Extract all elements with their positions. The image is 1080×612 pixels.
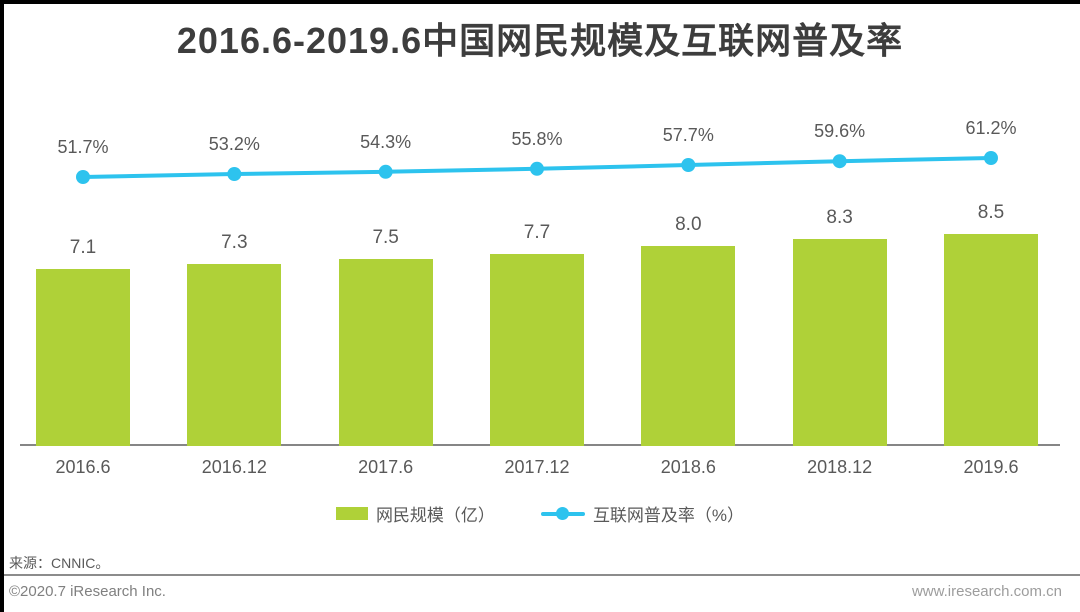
legend-item-bar: 网民规模（亿） — [335, 501, 495, 526]
chart-title: 2016.6-2019.6中国网民规模及互联网普及率 — [176, 20, 904, 61]
bar-legend-label: 网民规模（亿） — [375, 506, 495, 525]
x-axis-label: 2017.6 — [358, 457, 414, 477]
x-axis-label: 2017.12 — [504, 457, 570, 477]
bar-2017.12 — [489, 253, 584, 446]
line-point — [529, 161, 544, 176]
bar-2016.12 — [187, 263, 282, 446]
footer-website: www.iresearch.com.cn — [911, 583, 1062, 600]
left-border — [0, 0, 4, 612]
line-value-label: 57.7% — [662, 125, 714, 145]
source-note: 来源：CNNIC。 — [9, 555, 110, 571]
line-point — [227, 167, 242, 181]
legend: 网民规模（亿） 互联网普及率（%） — [0, 501, 1080, 526]
line-point — [832, 154, 847, 169]
line-value-label: 59.6% — [814, 121, 866, 142]
line-value-label: 53.2% — [208, 134, 260, 154]
line-legend-label: 互联网普及率（%） — [592, 506, 745, 525]
line-point — [681, 158, 696, 172]
bar-value-label: 8.3 — [826, 206, 853, 228]
bar-value-label: 7.5 — [372, 226, 399, 248]
bar-2016.6 — [36, 268, 130, 446]
bar-value-label: 7.7 — [523, 221, 551, 243]
bar-2018.12 — [792, 238, 887, 446]
footer-copyright: ©2020.7 iResearch Inc. — [9, 583, 166, 600]
x-axis-label: 2016.6 — [55, 457, 111, 477]
top-border — [0, 0, 1080, 4]
line-point — [76, 170, 90, 184]
bar-2019.6 — [943, 233, 1038, 446]
line-legend-dot-icon — [556, 507, 570, 520]
legend-item-line: 互联网普及率（%） — [540, 501, 745, 526]
x-axis-label: 2018.6 — [660, 457, 716, 477]
line-point — [378, 164, 393, 179]
footer-divider — [0, 574, 1080, 576]
line-value-label: 61.2% — [965, 118, 1017, 138]
bar-value-label: 7.1 — [69, 236, 97, 258]
bar-value-label: 7.3 — [221, 231, 248, 253]
bar-legend-swatch — [335, 507, 368, 520]
line-value-label: 51.7% — [57, 137, 109, 157]
line-value-label: 55.8% — [511, 128, 563, 149]
bar-2017.6 — [338, 258, 433, 446]
bar-value-label: 8.0 — [675, 214, 702, 235]
line-value-label: 54.3% — [360, 131, 412, 152]
x-axis-label: 2019.6 — [963, 457, 1019, 477]
bar-value-label: 8.5 — [977, 201, 1005, 223]
line-point — [983, 151, 998, 165]
line-legend-marker — [540, 507, 585, 520]
x-axis-label: 2018.12 — [807, 457, 873, 477]
x-axis-label: 2016.12 — [201, 457, 267, 477]
bar-2018.6 — [641, 246, 736, 446]
